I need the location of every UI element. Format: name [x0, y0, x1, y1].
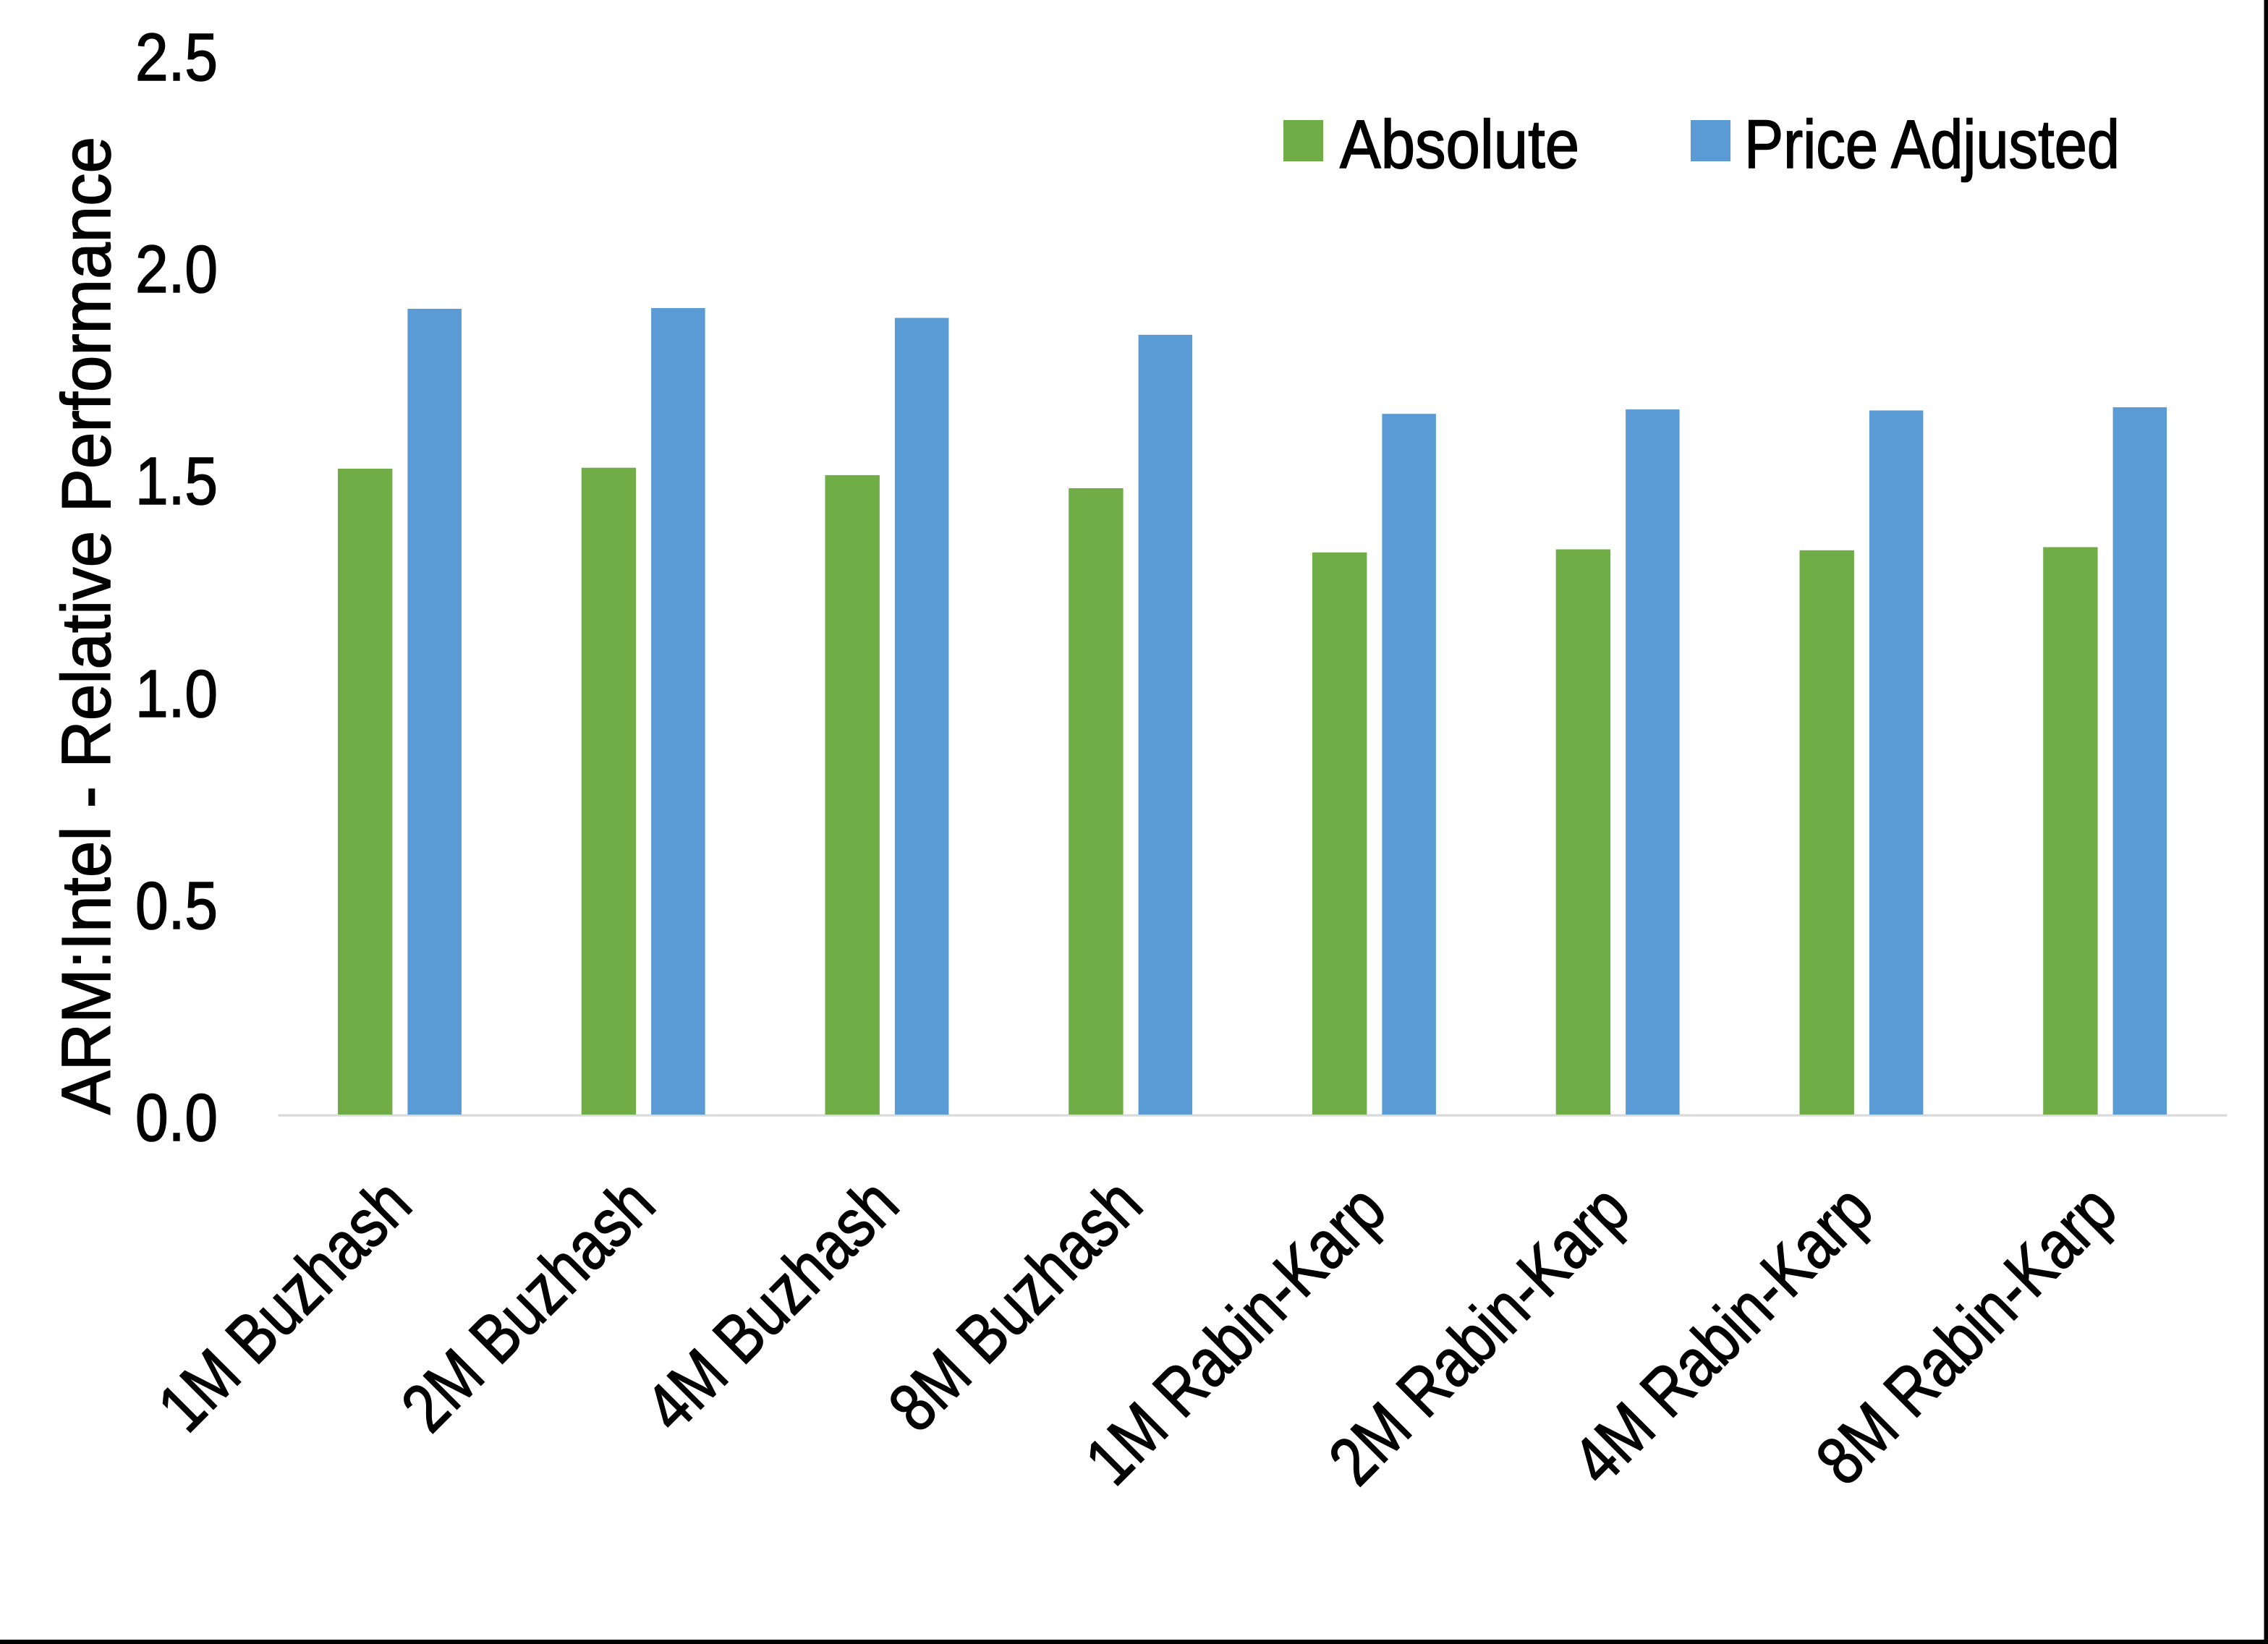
svg-text:2.0: 2.0 — [135, 231, 218, 307]
svg-text:Price Adjusted: Price Adjusted — [1744, 106, 2120, 183]
svg-text:ARM:Intel - Relative Performan: ARM:Intel - Relative Performance — [48, 137, 125, 1115]
svg-text:Absolute: Absolute — [1340, 106, 1579, 183]
svg-text:2.5: 2.5 — [135, 20, 218, 95]
svg-text:0.5: 0.5 — [135, 868, 218, 943]
svg-text:1.0: 1.0 — [135, 656, 218, 731]
svg-text:0.0: 0.0 — [135, 1080, 218, 1155]
svg-text:1.5: 1.5 — [135, 443, 218, 519]
